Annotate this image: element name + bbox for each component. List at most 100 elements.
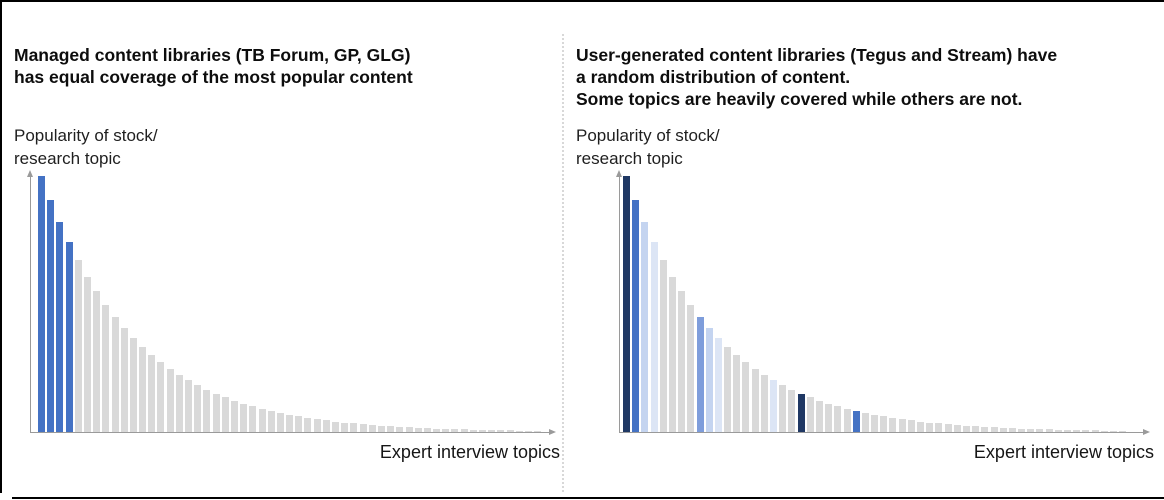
bar-topic-40 (396, 426, 404, 432)
bar-topic-9 (111, 316, 119, 432)
bar-topic-18 (194, 385, 202, 432)
bar-topic-10 (120, 327, 128, 432)
bar-topic-23 (240, 403, 248, 432)
panel-managed-libraries: Managed content libraries (TB Forum, GP,… (0, 0, 562, 500)
bar-topic-3 (641, 222, 649, 432)
bar-topic-27 (861, 412, 869, 432)
bar-topic-25 (843, 408, 851, 432)
bar-topic-1 (38, 176, 45, 432)
bar-topic-50 (488, 430, 496, 432)
bar-topic-42 (999, 427, 1007, 432)
bar-topic-46 (1036, 429, 1044, 432)
bar-topic-28 (286, 414, 294, 432)
y-axis-label-line-2: research topic (576, 149, 683, 168)
bar-topic-37 (368, 425, 376, 432)
bar-topic-16 (760, 374, 768, 432)
bar-topic-11 (129, 337, 137, 432)
bar-topic-30 (889, 417, 897, 432)
bar-topic-43 (1008, 428, 1016, 432)
bar-topic-48 (469, 429, 477, 432)
bar-topic-36 (359, 424, 367, 432)
panel-title-line-3: Some topics are heavily covered while ot… (576, 89, 1023, 109)
bar-topic-51 (497, 430, 505, 432)
bar-topic-3 (56, 222, 64, 432)
bar-chart-user-generated: Expert interview topics (616, 170, 1154, 462)
bar-topic-35 (935, 423, 943, 432)
panel-title-line-2: a random distribution of content. (576, 67, 851, 87)
bar-topic-10 (705, 327, 713, 432)
y-axis-label-line-2: research topic (14, 149, 121, 168)
bar-topic-49 (1064, 429, 1071, 432)
bar-topic-38 (377, 425, 385, 432)
panel-title-line-1: User-generated content libraries (Tegus … (576, 45, 1058, 65)
x-axis-label: Expert interview topics (379, 442, 560, 462)
bar-topic-13 (733, 354, 741, 432)
bar-topic-6 (83, 276, 91, 432)
slide-border-left (0, 0, 2, 493)
bar-topic-2 (632, 200, 640, 432)
bar-topic-28 (871, 414, 879, 432)
bar-topic-46 (451, 429, 459, 432)
bar-topic-27 (276, 412, 284, 432)
bar-topic-52 (1091, 430, 1099, 432)
panel-divider-dotted-line (562, 34, 564, 492)
panel-title: Managed content libraries (TB Forum, GP,… (14, 44, 413, 88)
bar-topic-33 (917, 421, 924, 432)
bar-topic-43 (423, 428, 431, 432)
bar-topic-5 (74, 260, 82, 432)
bar-topic-32 (907, 420, 915, 432)
bar-topic-42 (414, 427, 422, 432)
bar-topic-24 (249, 406, 257, 432)
bar-topic-19 (203, 389, 211, 432)
bar-topic-54 (524, 430, 532, 432)
bar-topic-55 (1119, 430, 1127, 432)
bar-topic-20 (212, 393, 220, 432)
bar-topic-54 (1109, 430, 1117, 432)
bar-topic-45 (442, 428, 450, 432)
bar-topic-7 (678, 291, 686, 432)
bar-topic-55 (534, 430, 542, 432)
y-axis-arrow-icon (616, 170, 622, 177)
bar-topic-5 (659, 260, 667, 432)
panel-title: User-generated content libraries (Tegus … (576, 44, 1057, 110)
panel-user-generated-libraries: User-generated content libraries (Tegus … (562, 0, 1164, 500)
bar-chart-managed: Expert interview topics (27, 170, 560, 462)
bar-topic-31 (898, 419, 906, 432)
bar-series (38, 176, 542, 432)
bar-topic-17 (770, 380, 777, 432)
slide-border-bottom (12, 496, 1164, 499)
bar-topic-15 (751, 368, 759, 432)
y-axis-label: Popularity of stock/ research topic (14, 124, 158, 170)
bar-topic-34 (926, 422, 934, 432)
bar-topic-19 (788, 389, 796, 432)
bar-topic-30 (304, 417, 312, 432)
bar-topic-37 (953, 425, 961, 432)
x-axis-line (619, 428, 1150, 435)
bar-topic-48 (1054, 429, 1062, 432)
bar-topic-2 (47, 200, 55, 432)
bar-topic-12 (139, 346, 147, 432)
bar-topic-18 (779, 385, 787, 432)
bar-topic-26 (267, 410, 275, 432)
bar-topic-32 (322, 420, 330, 432)
bar-topic-29 (295, 416, 303, 432)
bar-topic-7 (93, 291, 101, 432)
bar-topic-47 (460, 429, 468, 432)
bar-topic-22 (815, 400, 823, 432)
bar-topic-38 (962, 425, 970, 432)
bar-topic-33 (332, 421, 339, 432)
bar-topic-21 (221, 397, 229, 432)
bar-topic-16 (175, 374, 183, 432)
bar-topic-49 (479, 429, 486, 432)
bar-topic-29 (880, 416, 888, 432)
bar-topic-50 (1073, 430, 1081, 432)
bar-topic-20 (797, 393, 805, 432)
bar-topic-4 (650, 242, 658, 432)
bar-topic-1 (623, 176, 630, 432)
y-axis-line (616, 170, 622, 432)
bar-topic-51 (1082, 430, 1090, 432)
panel-title-line-1: Managed content libraries (TB Forum, GP,… (14, 45, 411, 65)
bar-topic-47 (1045, 429, 1053, 432)
bar-topic-14 (157, 362, 165, 432)
